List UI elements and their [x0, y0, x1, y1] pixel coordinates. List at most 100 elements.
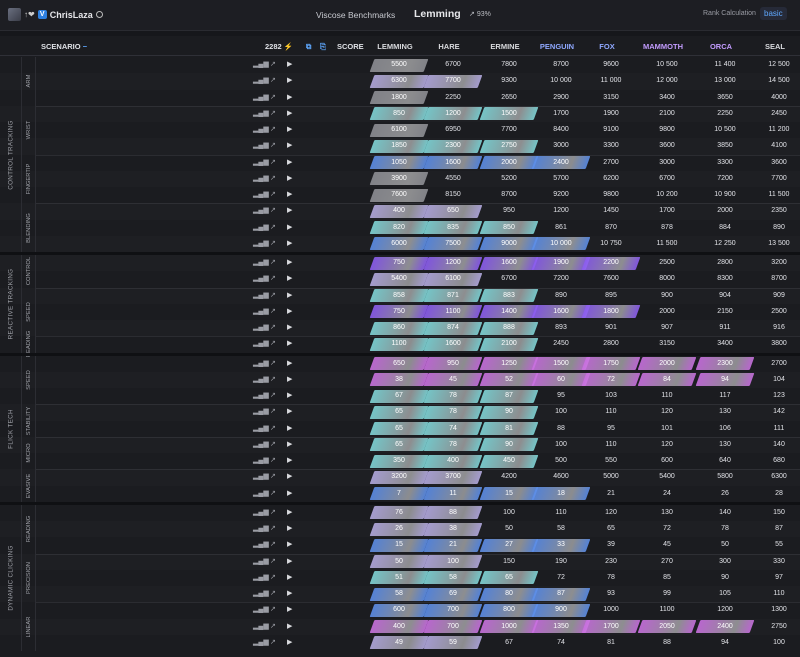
benchmark-name[interactable]: Viscose Benchmarks	[316, 10, 396, 20]
scenario-row[interactable]: ▂▄▆ ↗ ▶ 67 78 87 95 103 110 117 123	[0, 388, 800, 404]
stats-icon[interactable]: ▂▄▆	[253, 541, 269, 549]
play-icon[interactable]: ▶	[287, 61, 293, 68]
play-icon[interactable]: ▶	[287, 223, 293, 231]
stats-icon[interactable]: ▂▄▆	[253, 126, 269, 133]
play-icon[interactable]: ▶	[287, 392, 293, 399]
scenario-row[interactable]: ▂▄▆ ↗ ▶ 7600 8150 8700 9200 9800 10 200 10 900 11 …	[0, 187, 800, 203]
play-icon[interactable]: ▶	[287, 638, 293, 646]
play-icon[interactable]: ▶	[287, 573, 293, 581]
play-icon[interactable]: ▶	[287, 239, 293, 247]
stats-icon[interactable]: ▂▄▆	[253, 508, 269, 516]
trend-icon[interactable]: ↗	[270, 590, 276, 597]
tier-header-penguin[interactable]: PENGUIN	[539, 42, 575, 51]
trend-icon[interactable]: ↗	[270, 508, 276, 516]
play-icon[interactable]: ▶	[287, 541, 293, 549]
stats-icon[interactable]: ▂▄▆	[253, 93, 269, 101]
stats-icon[interactable]: ▂▄▆	[253, 392, 269, 399]
trend-icon[interactable]: ↗	[270, 239, 276, 247]
stats-icon[interactable]: ▂▄▆	[253, 207, 269, 215]
stats-icon[interactable]: ▂▄▆	[253, 307, 269, 315]
trend-icon[interactable]: ↗	[270, 606, 276, 614]
stats-icon[interactable]: ▂▄▆	[253, 590, 269, 597]
scenario-row[interactable]: ▂▄▆ ↗ ▶ 650 950 1250 1500 1750 2000 2300 2700	[0, 356, 800, 372]
trend-icon[interactable]: ↗	[270, 638, 276, 646]
play-icon[interactable]: ▶	[287, 77, 293, 85]
scenario-row[interactable]: ▂▄▆ ↗ ▶ 49 59 67 74 81 88 94 100	[0, 635, 800, 651]
scenario-row[interactable]: ▂▄▆ ↗ ▶ 58 69 80 87 93 99 105 110	[0, 586, 800, 602]
stats-icon[interactable]: ▂▄▆	[253, 259, 269, 266]
stats-icon[interactable]: ▂▄▆	[253, 375, 269, 383]
copy-icon[interactable]: ⧉	[306, 42, 312, 51]
stats-icon[interactable]: ▂▄▆	[253, 440, 269, 448]
trend-icon[interactable]: ↗	[270, 191, 276, 198]
stats-icon[interactable]: ▂▄▆	[253, 77, 269, 85]
play-icon[interactable]: ▶	[287, 440, 293, 448]
stats-icon[interactable]: ▂▄▆	[253, 191, 269, 198]
scenario-row[interactable]: ▂▄▆ ↗ ▶ 6000 7500 9000 10 000 10 750 11 500 12 25…	[0, 236, 800, 252]
stats-icon[interactable]: ▂▄▆	[253, 638, 269, 646]
tier-header-seal[interactable]: SEAL	[764, 42, 785, 51]
scenario-row[interactable]: ▂▄▆ ↗ ▶ 26 38 50 58 65 72 78 87	[0, 521, 800, 537]
play-icon[interactable]: ▶	[287, 457, 293, 464]
play-icon[interactable]: ▶	[287, 408, 293, 416]
trend-icon[interactable]: ↗	[270, 109, 276, 117]
trend-icon[interactable]: ↗	[270, 375, 276, 383]
scenario-row[interactable]: ▂▄▆ ↗ ▶ 5500 6700 7800 8700 9600 10 500 11 400 12 …	[0, 57, 800, 73]
trend-icon[interactable]: ↗	[270, 408, 276, 416]
scenario-row[interactable]: ▂▄▆ ↗ ▶ 400 650 950 1200 1450 1700 2000 2350	[0, 203, 800, 219]
tier-header-ermine[interactable]: ERMINE	[490, 42, 520, 51]
scenario-row[interactable]: ▂▄▆ ↗ ▶ 400 700 1000 1350 1700 2050 2400 2750	[0, 619, 800, 635]
username[interactable]: ChrisLaza	[49, 9, 93, 20]
scenario-row[interactable]: ▂▄▆ ↗ ▶ 750 1200 1600 1900 2200 2500 2800 3200	[0, 255, 800, 271]
scenario-row[interactable]: ▂▄▆ ↗ ▶ 750 1100 1400 1600 1800 2000 2150 2500	[0, 304, 800, 320]
scenario-row[interactable]: ▂▄▆ ↗ ▶ 6300 7700 9300 10 000 11 000 12 000 13 00…	[0, 73, 800, 89]
scenario-row[interactable]: ▂▄▆ ↗ ▶ 65 78 90 100 110 120 130 142	[0, 404, 800, 420]
trend-icon[interactable]: ↗	[270, 489, 276, 497]
scenario-row[interactable]: ▂▄▆ ↗ ▶ 50 100 150 190 230 270 300 330	[0, 554, 800, 570]
play-icon[interactable]: ▶	[287, 126, 293, 133]
trend-icon[interactable]: ↗	[270, 324, 276, 331]
stats-icon[interactable]: ▂▄▆	[253, 359, 269, 367]
trend-icon[interactable]: ↗	[270, 77, 276, 85]
stats-icon[interactable]: ▂▄▆	[253, 158, 269, 166]
play-icon[interactable]: ▶	[287, 606, 293, 614]
stats-icon[interactable]: ▂▄▆	[253, 408, 269, 416]
stats-icon[interactable]: ▂▄▆	[253, 473, 269, 481]
trend-icon[interactable]: ↗	[270, 174, 276, 182]
scenario-row[interactable]: ▂▄▆ ↗ ▶ 350 400 450 500 550 600 640 680	[0, 453, 800, 469]
scenario-row[interactable]: ▂▄▆ ↗ ▶ 76 88 100 110 120 130 140 150	[0, 505, 800, 521]
scenario-row[interactable]: ▂▄▆ ↗ ▶ 51 58 65 72 78 85 90 97	[0, 570, 800, 586]
trend-icon[interactable]: ↗	[270, 541, 276, 549]
stats-icon[interactable]: ▂▄▆	[253, 525, 269, 532]
rank-calculation-select[interactable]: basic	[760, 7, 787, 20]
play-icon[interactable]: ▶	[287, 622, 293, 630]
stats-icon[interactable]: ▂▄▆	[253, 573, 269, 581]
trend-icon[interactable]: ↗	[270, 573, 276, 581]
trend-icon[interactable]: ↗	[270, 622, 276, 630]
stats-icon[interactable]: ▂▄▆	[253, 457, 269, 464]
stats-icon[interactable]: ▂▄▆	[253, 489, 269, 497]
play-icon[interactable]: ▶	[287, 291, 293, 299]
user-profile[interactable]: ↑❤ V ChrisLaza	[8, 8, 103, 21]
scenario-row[interactable]: ▂▄▆ ↗ ▶ 860 874 888 893 901 907 911 916	[0, 320, 800, 336]
scenario-row[interactable]: ▂▄▆ ↗ ▶ 600 700 800 900 1000 1100 1200 1300	[0, 602, 800, 618]
avatar[interactable]	[8, 8, 21, 21]
stats-icon[interactable]: ▂▄▆	[253, 109, 269, 117]
scenario-row[interactable]: ▂▄▆ ↗ ▶ 15 21 27 33 39 45 50 55	[0, 537, 800, 553]
scenario-row[interactable]: ▂▄▆ ↗ ▶ 1800 2250 2650 2900 3150 3400 3650 4000	[0, 90, 800, 106]
difficulty-title[interactable]: Lemming	[414, 8, 461, 20]
stats-icon[interactable]: ▂▄▆	[253, 622, 269, 630]
play-icon[interactable]: ▶	[287, 489, 293, 497]
play-icon[interactable]: ▶	[287, 324, 293, 331]
stats-icon[interactable]: ▂▄▆	[253, 275, 269, 283]
collapse-icon[interactable]: −	[82, 42, 88, 51]
trend-icon[interactable]: ↗	[270, 340, 276, 348]
tier-header-fox[interactable]: FOX	[599, 42, 615, 51]
export-icon[interactable]: ⎘	[320, 42, 326, 51]
play-icon[interactable]: ▶	[287, 93, 293, 101]
scenario-row[interactable]: ▂▄▆ ↗ ▶ 820 835 850 861 870 878 884 890	[0, 220, 800, 236]
scenario-row[interactable]: ▂▄▆ ↗ ▶ 65 74 81 88 95 101 106 111	[0, 421, 800, 437]
play-icon[interactable]: ▶	[287, 275, 293, 283]
scenario-row[interactable]: ▂▄▆ ↗ ▶ 1850 2300 2750 3000 3300 3600 3850 4100	[0, 138, 800, 154]
play-icon[interactable]: ▶	[287, 424, 293, 432]
